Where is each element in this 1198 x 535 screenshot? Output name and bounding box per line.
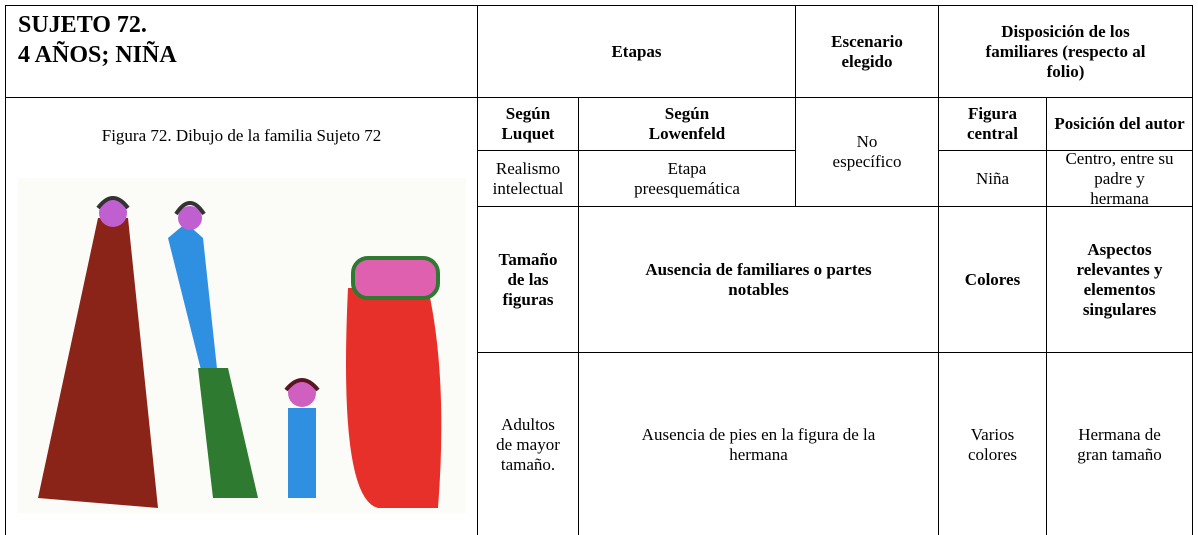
child-drawing	[18, 178, 466, 513]
subheader-cell: Posición del autor	[1046, 97, 1193, 151]
subheader-cell: Figura central	[938, 97, 1047, 151]
cell: No específico	[795, 97, 939, 207]
cell: Niña	[938, 150, 1047, 207]
cell: Centro, entre su padre y hermana	[1046, 149, 1193, 208]
header-cell: Escenario elegido	[795, 5, 939, 98]
title-line: 4 AÑOS; NIÑA	[18, 42, 177, 68]
subheader-cell: Tamaño de las figuras	[477, 206, 579, 353]
title-cell: SUJETO 72. 4 AÑOS; NIÑA	[5, 5, 478, 98]
subheader-cell: Aspectos relevantes y elementos singular…	[1046, 206, 1193, 353]
subheader-cell: Según Luquet	[477, 97, 579, 151]
cell: Adultos de mayor tamaño.	[477, 352, 579, 535]
subheader-cell: Según Lowenfeld	[578, 97, 796, 151]
header-cell: Etapas	[477, 5, 796, 98]
title-line: SUJETO 72.	[18, 12, 147, 38]
subheader-cell: Colores	[938, 206, 1047, 353]
cell: Hermana de gran tamaño	[1046, 352, 1193, 535]
figure-caption: Figura 72. Dibujo de la familia Sujeto 7…	[101, 126, 382, 145]
subheader-cell: Ausencia de familiares o partes notables	[578, 206, 939, 353]
figure-cell: Figura 72. Dibujo de la familia Sujeto 7…	[5, 97, 478, 535]
cell: Varios colores	[938, 352, 1047, 535]
cell: Etapa preesquemática	[578, 150, 796, 207]
cell: Ausencia de pies en la figura de la herm…	[578, 352, 939, 535]
header-cell: Disposición de los familiares (respecto …	[938, 5, 1193, 98]
cell: Realismo intelectual	[477, 150, 579, 207]
